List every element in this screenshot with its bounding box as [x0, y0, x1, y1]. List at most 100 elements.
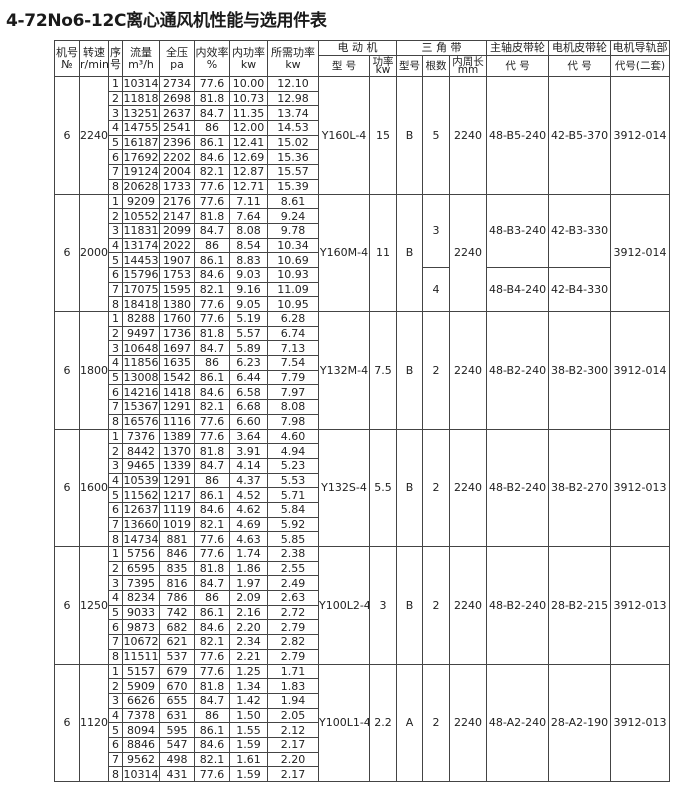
subheader-4: 内周长mm — [448, 55, 488, 77]
pressure-cell: 786 — [159, 590, 195, 606]
efficiency-cell: 84.6 — [194, 736, 230, 753]
efficiency-cell: 77.6 — [194, 178, 230, 195]
table-row: 8 14734 881 77.6 4.63 5.85 — [55, 531, 670, 547]
required-power-cell: 2.17 — [267, 736, 319, 753]
efficiency-cell: 84.6 — [194, 619, 230, 636]
efficiency-cell: 84.7 — [194, 340, 230, 357]
seq-cell: 1 — [108, 428, 123, 445]
flow-cell: 5909 — [122, 678, 160, 694]
header-row-1: 机号 № 转速 r/min 序号流量 m³/h 全压 pa 内效率% 内功率 kw 所需功率 kw 电 动… — [54, 40, 671, 77]
fan-no-cell: 6 — [54, 546, 80, 665]
speed-cell: 2000 — [79, 193, 109, 312]
efficiency-cell: 84.7 — [194, 457, 230, 474]
required-power-cell: 11.09 — [267, 281, 319, 298]
required-power-cell: 2.12 — [267, 722, 319, 738]
pressure-cell: 1736 — [159, 325, 195, 342]
seq-cell: 8 — [108, 766, 123, 782]
flow-cell: 13008 — [122, 369, 160, 386]
table-row: 6 1600 1 7376 1389 77.6 3.64 4.60 Y132S-4 5.5 B 2 22… — [54, 428, 671, 547]
seq-cell: 7 — [108, 281, 123, 298]
internal-power-cell: 4.69 — [229, 516, 268, 533]
efficiency-cell: 82.1 — [194, 399, 230, 415]
motor-model-cell: Y100L2-4 — [318, 546, 370, 665]
pressure-cell: 1339 — [159, 457, 195, 474]
seq-cell: 4 — [108, 120, 123, 136]
internal-power-cell: 9.03 — [229, 266, 268, 283]
pressure-cell: 1119 — [159, 501, 195, 518]
table-row: 5 8094 595 86.1 1.55 2.12 — [55, 722, 670, 738]
pressure-cell: 2004 — [159, 164, 195, 180]
required-power-cell: 10.69 — [267, 252, 319, 268]
efficiency-cell: 77.6 — [194, 311, 230, 327]
table-row: 2 10552 2147 81.8 7.64 9.24 — [55, 208, 670, 224]
belt-count-cell: 2 — [422, 546, 450, 665]
pressure-cell: 881 — [159, 531, 195, 547]
internal-power-cell: 5.19 — [229, 311, 268, 327]
efficiency-cell: 77.6 — [194, 663, 230, 680]
flow-cell: 13660 — [122, 516, 160, 533]
main-pulley-cell: 48-B2-240 — [486, 311, 550, 430]
header-label: 转速 — [83, 45, 105, 59]
motor-model-cell: Y132M-4 — [318, 311, 370, 430]
seq-cell: 5 — [108, 252, 123, 268]
speed-cell: 1250 — [79, 546, 109, 665]
seq-cell: 6 — [108, 384, 123, 401]
flow-cell: 11562 — [122, 487, 160, 503]
motor-pulley-cell: 42-B4-330 — [548, 266, 612, 313]
motor-power-cell: 5.5 — [369, 428, 397, 547]
efficiency-cell: 81.8 — [194, 90, 230, 107]
required-power-cell: 7.97 — [267, 384, 319, 401]
pressure-cell: 595 — [159, 722, 195, 738]
internal-power-cell: 9.16 — [229, 281, 268, 298]
efficiency-cell: 86.1 — [194, 604, 230, 621]
belt-length-cell: 2240 — [448, 76, 488, 195]
efficiency-cell: 77.6 — [194, 296, 230, 312]
seq-cell: 7 — [108, 516, 123, 533]
internal-power-cell: 5.57 — [229, 325, 268, 342]
pressure-cell: 1907 — [159, 252, 195, 268]
seq-cell: 4 — [108, 237, 123, 254]
belt-length-cell: 2240 — [448, 546, 488, 665]
subheader-1: 功率kw — [369, 55, 397, 77]
flow-cell: 14453 — [122, 252, 160, 268]
efficiency-cell: 86.1 — [194, 722, 230, 738]
required-power-cell: 5.92 — [267, 516, 319, 533]
header-label: 机号 — [56, 45, 78, 59]
motor-model-cell: Y160L-4 — [318, 76, 370, 195]
seq-cell: 8 — [108, 648, 123, 665]
pressure-cell: 2202 — [159, 149, 195, 166]
flow-cell: 14755 — [122, 120, 160, 136]
fan-no-cell: 6 — [54, 428, 80, 547]
motor-pulley-cell: 38-B2-300 — [548, 311, 612, 430]
required-power-cell: 2.17 — [267, 766, 319, 782]
table-row: 2 8442 1370 81.8 3.91 4.94 — [55, 443, 670, 459]
belt-type-cell: B — [396, 428, 423, 547]
required-power-cell: 6.74 — [267, 325, 319, 342]
flow-cell: 9033 — [122, 604, 160, 621]
header-row-2: 型 号功率kw 型号 根数 内周长mm 代 号代 号代号(二套) — [55, 55, 671, 77]
belt-type-cell: A — [396, 663, 423, 782]
pressure-cell: 498 — [159, 751, 195, 768]
efficiency-cell: 77.6 — [194, 428, 230, 445]
table-row: 4 7378 631 86 1.50 2.05 — [55, 707, 670, 724]
internal-power-cell: 4.62 — [229, 501, 268, 518]
efficiency-cell: 81.8 — [194, 325, 230, 342]
required-power-cell: 2.05 — [267, 707, 319, 724]
seq-cell: 4 — [108, 590, 123, 606]
efficiency-cell: 77.6 — [194, 648, 230, 665]
main-pulley-cell: 48-B2-240 — [486, 546, 550, 665]
pressure-cell: 537 — [159, 648, 195, 665]
seq-cell: 2 — [108, 443, 123, 459]
table-row: 5 14453 1907 86.1 8.83 10.69 — [55, 252, 670, 268]
motor-rail-cell: 3912-014 — [610, 311, 671, 430]
internal-power-cell: 6.58 — [229, 384, 268, 401]
internal-power-cell: 1.59 — [229, 736, 268, 753]
belt-count-cell: 2 — [422, 663, 450, 782]
efficiency-cell: 81.8 — [194, 678, 230, 694]
table-row: 6 12637 1119 84.6 4.62 5.84 — [55, 501, 670, 518]
table-row: 6 2000 1 9209 2176 77.6 7.11 8.61 Y160M-4 11 B 3 224… — [54, 193, 671, 312]
main-pulley-cell: 48-B4-240 — [486, 266, 550, 313]
table-row: 3 13251 2637 84.7 11.35 13.74 — [55, 105, 670, 122]
seq-cell: 4 — [108, 355, 123, 371]
header-unit: % — [206, 57, 218, 71]
